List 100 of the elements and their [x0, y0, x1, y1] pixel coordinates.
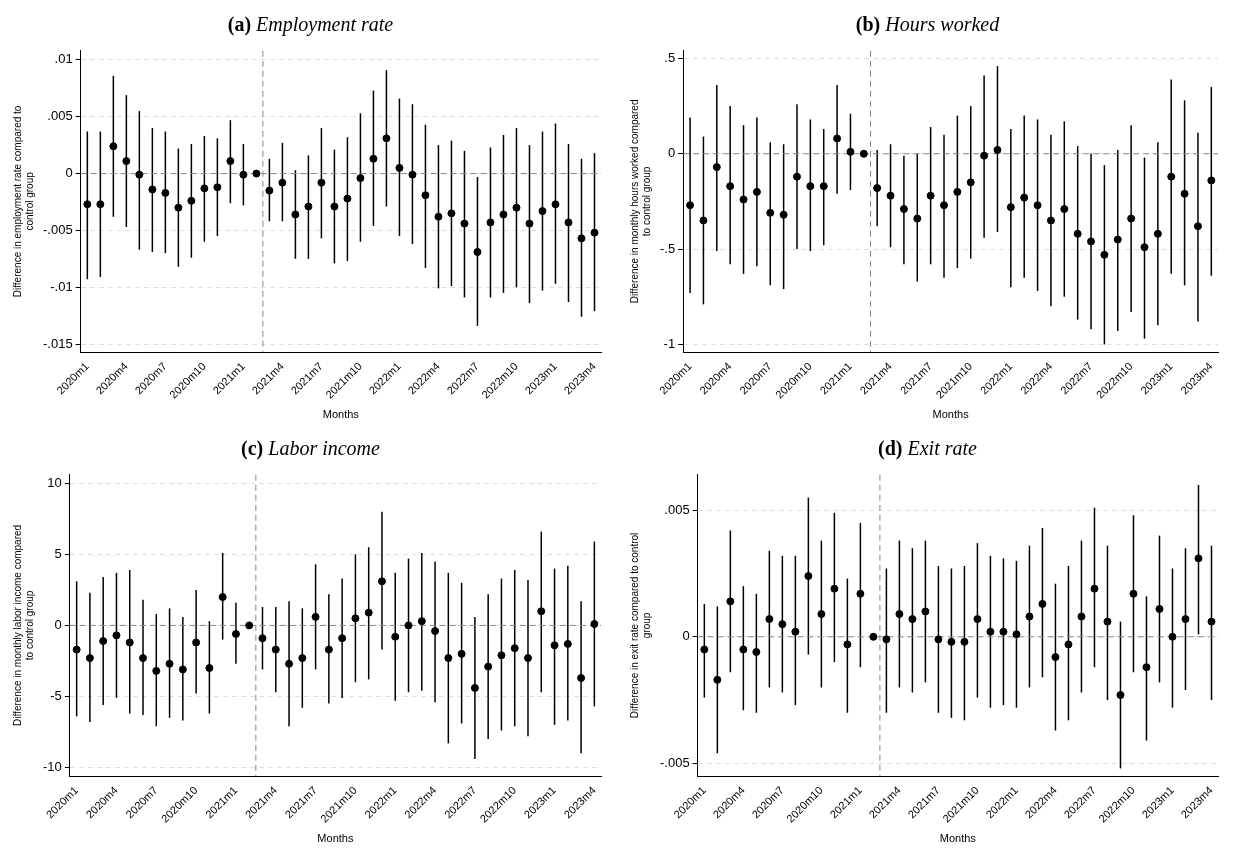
point	[1100, 250, 1109, 259]
x-axis-title: Months	[322, 408, 360, 421]
point	[806, 182, 815, 191]
point	[351, 614, 360, 623]
point	[298, 654, 307, 663]
point	[83, 200, 92, 209]
y-tick-label: 0	[65, 165, 73, 181]
point	[843, 640, 852, 649]
point	[1025, 612, 1034, 621]
point	[343, 194, 352, 203]
point	[486, 218, 495, 227]
point	[1060, 205, 1069, 214]
point	[895, 610, 904, 619]
point	[550, 641, 559, 650]
point	[1012, 630, 1021, 639]
point	[873, 184, 882, 193]
point	[510, 644, 519, 653]
point	[1167, 172, 1176, 181]
point	[913, 214, 922, 223]
point	[404, 621, 413, 630]
point	[577, 673, 586, 682]
point	[779, 210, 788, 219]
point	[317, 178, 326, 187]
point	[161, 188, 170, 197]
point	[699, 216, 708, 225]
point	[1180, 189, 1189, 198]
point	[1087, 237, 1096, 246]
point	[713, 675, 722, 684]
point	[512, 203, 521, 212]
point	[139, 654, 148, 663]
x-axis-title: Months	[932, 408, 970, 421]
point	[226, 157, 235, 166]
point	[1129, 589, 1138, 598]
point	[200, 184, 209, 193]
point	[109, 142, 118, 151]
point	[537, 607, 546, 616]
point	[908, 615, 917, 624]
y-tick-label: 10	[47, 474, 62, 490]
point	[460, 219, 469, 228]
point	[148, 185, 157, 194]
point	[986, 627, 995, 636]
y-axis-title: Difference in monthly hours worked compared to control group	[628, 99, 652, 304]
y-tick-label: .005	[664, 501, 690, 517]
point	[726, 182, 735, 191]
point	[564, 218, 573, 227]
y-tick-label: 0	[54, 616, 62, 632]
point	[1153, 229, 1162, 238]
point	[882, 635, 891, 644]
y-tick-label: .005	[47, 108, 73, 124]
point	[817, 610, 826, 619]
point	[712, 163, 721, 172]
point	[752, 648, 761, 656]
chart-title: (a) Employment rate	[227, 13, 394, 35]
point	[311, 612, 320, 621]
point	[590, 620, 599, 628]
y-axis-title: Difference in monthly labor income compared to control group	[11, 524, 35, 726]
point	[72, 645, 81, 654]
point	[778, 620, 787, 629]
point	[577, 234, 586, 243]
point	[356, 174, 365, 183]
y-tick-label: -10	[42, 759, 62, 775]
point	[218, 593, 227, 601]
point	[1207, 617, 1216, 626]
point	[1168, 632, 1177, 641]
point	[1155, 604, 1164, 613]
point	[231, 629, 240, 638]
point	[538, 207, 547, 216]
point	[1038, 599, 1047, 608]
point	[1064, 640, 1073, 649]
point	[960, 637, 969, 646]
point	[304, 202, 313, 211]
point	[700, 645, 709, 654]
y-tick-label: .01	[54, 51, 73, 67]
point	[886, 191, 895, 200]
chart-title: (c) Labor income	[241, 437, 380, 459]
point	[1194, 554, 1203, 563]
point	[739, 195, 748, 204]
point	[726, 597, 735, 606]
point	[330, 202, 339, 211]
y-tick-label: -.015	[42, 335, 73, 351]
point	[421, 191, 430, 200]
point	[205, 664, 214, 673]
point	[187, 196, 196, 205]
point	[859, 149, 868, 158]
point	[1103, 617, 1112, 626]
point	[285, 659, 294, 668]
point	[265, 186, 274, 195]
point	[980, 151, 989, 160]
point	[434, 212, 443, 221]
y-tick-label: -.5	[660, 240, 676, 256]
point	[791, 627, 800, 636]
point	[551, 200, 560, 209]
x-axis-title: Months	[939, 832, 977, 845]
point	[497, 651, 506, 660]
point	[125, 638, 134, 647]
point	[966, 178, 975, 187]
point	[1051, 653, 1060, 662]
point	[999, 627, 1008, 636]
point	[1127, 214, 1136, 223]
point	[926, 191, 935, 200]
